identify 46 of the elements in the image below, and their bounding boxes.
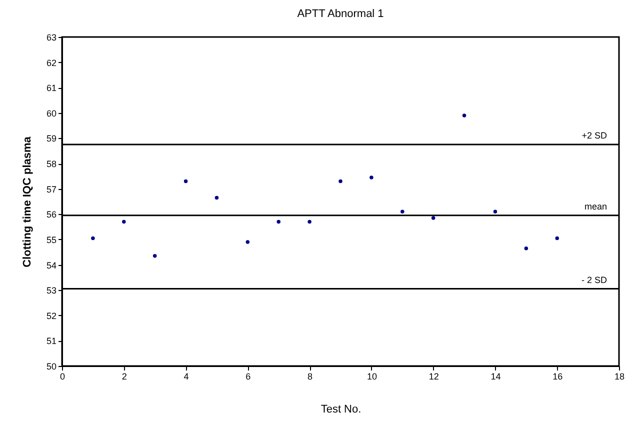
y-tick-label: 58 [46, 159, 56, 170]
point [152, 254, 157, 258]
y-tick-label: 59 [46, 134, 56, 144]
x-tick-label: 10 [366, 372, 377, 382]
ref-line-label: - 2 SD [581, 274, 608, 285]
y-tick-label: 63 [46, 32, 56, 42]
y-tick-label: 54 [46, 260, 56, 270]
point [370, 176, 374, 180]
ref-line-label: +2 SD [582, 130, 608, 141]
point [431, 216, 436, 220]
x-tick-label: 14 [490, 372, 501, 382]
y-tick-label: 61 [46, 83, 56, 94]
y-axis-title: Clotting time IQC plasma [21, 136, 34, 268]
x-tick-label: 12 [428, 372, 439, 382]
y-tick-label: 56 [46, 210, 56, 220]
x-tick-label: 6 [246, 372, 251, 382]
point [493, 210, 498, 214]
x-tick-label: 4 [184, 372, 189, 382]
y-tick-label: 50 [46, 362, 56, 372]
y-tick-label: 53 [46, 286, 56, 296]
x-tick-label: 18 [614, 372, 625, 382]
point [184, 179, 188, 184]
y-tick-label: 52 [46, 310, 56, 321]
y-tick-label: 57 [46, 184, 56, 194]
y-tick-label: 62 [46, 58, 56, 68]
ref-line-label: mean [584, 201, 607, 212]
x-tick-label: 16 [552, 372, 563, 382]
point [214, 196, 219, 200]
point [122, 220, 126, 224]
x-tick-label: 0 [60, 372, 66, 382]
point [555, 236, 559, 240]
point [276, 220, 280, 224]
y-tick-label: 60 [46, 108, 56, 118]
y-tick-label: 51 [46, 336, 56, 346]
point [338, 179, 342, 184]
point [462, 114, 466, 118]
y-tick-label: 55 [46, 234, 56, 245]
chart-title: APTT Abnormal 1 [297, 8, 384, 20]
point [524, 246, 528, 250]
x-axis-title: Test No. [320, 404, 362, 416]
point [246, 240, 250, 244]
x-tick-label: 2 [122, 372, 127, 382]
point [308, 220, 312, 224]
point [400, 210, 404, 214]
x-tick-label: 8 [308, 372, 313, 382]
point [91, 236, 95, 240]
